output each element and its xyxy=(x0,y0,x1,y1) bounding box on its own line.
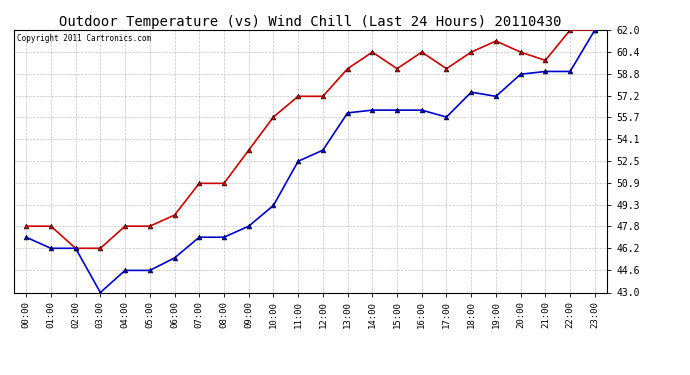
Text: Copyright 2011 Cartronics.com: Copyright 2011 Cartronics.com xyxy=(17,34,151,43)
Title: Outdoor Temperature (vs) Wind Chill (Last 24 Hours) 20110430: Outdoor Temperature (vs) Wind Chill (Las… xyxy=(59,15,562,29)
